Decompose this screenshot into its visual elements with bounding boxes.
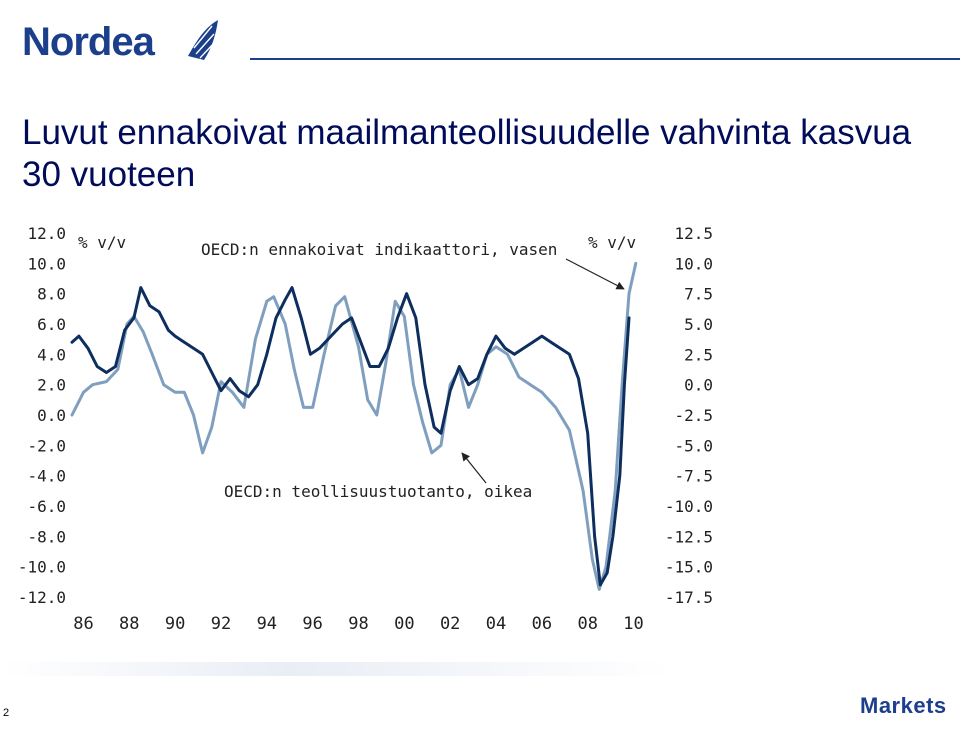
x-tick-label: 02 <box>440 614 460 634</box>
right-tick-label: 12.5 <box>674 224 713 243</box>
right-tick-label: 5.0 <box>684 315 713 334</box>
slide-title: Luvut ennakoivat maailmanteollisuudelle … <box>22 113 912 194</box>
logo-wordmark: Nordea <box>22 20 155 64</box>
x-tick-label: 94 <box>257 614 277 634</box>
header-rule <box>250 58 960 60</box>
right-tick-label: 7.5 <box>684 285 713 304</box>
left-tick-label: 0.0 <box>37 406 66 425</box>
nordea-logo: Nordea <box>22 18 232 66</box>
right-tick-label: -15.0 <box>665 558 713 577</box>
x-tick-label: 96 <box>302 614 322 634</box>
x-tick-label: 86 <box>73 614 93 634</box>
left-tick-label: 2.0 <box>37 376 66 395</box>
right-tick-label: -17.5 <box>665 588 713 607</box>
x-tick-label: 92 <box>211 614 231 634</box>
series-line-leading-indicator <box>70 261 638 591</box>
page-number: 2 <box>3 707 10 719</box>
left-tick-label: 4.0 <box>37 345 66 364</box>
left-tick-label: -10.0 <box>18 558 66 577</box>
x-tick-label: 98 <box>348 614 368 634</box>
left-tick-label: -4.0 <box>27 467 66 486</box>
left-tick-label: 6.0 <box>37 315 66 334</box>
right-axis-unit: % v/v <box>588 233 636 252</box>
right-tick-label: 0.0 <box>684 376 713 395</box>
left-tick-label: -2.0 <box>27 436 66 455</box>
x-tick-label: 90 <box>165 614 185 634</box>
right-tick-label: -12.5 <box>665 527 713 546</box>
annotation-arrow-industrial-production <box>461 452 487 484</box>
x-tick-label: 88 <box>119 614 139 634</box>
right-tick-label: -7.5 <box>674 467 713 486</box>
right-tick-label: 2.5 <box>684 345 713 364</box>
left-tick-label: -12.0 <box>18 588 66 607</box>
right-tick-label: -5.0 <box>674 436 713 455</box>
x-tick-label: 06 <box>532 614 552 634</box>
left-tick-label: 10.0 <box>27 254 66 273</box>
annotation-industrial-production: OECD:n teollisuustuotanto, oikea <box>224 482 532 501</box>
right-tick-label: 10.0 <box>674 254 713 273</box>
left-tick-label: -6.0 <box>27 497 66 516</box>
markets-logo: Markets <box>860 693 947 718</box>
annotation-leading-indicator: OECD:n ennakoivat indikaattori, vasen <box>201 240 557 259</box>
chart: 12.0 10.0 8.0 6.0 4.0 2.0 0.0 -2.0 -4.0 -6.0 -8.0 -… <box>18 224 713 634</box>
left-axis-unit: % v/v <box>78 233 126 252</box>
left-tick-label: -8.0 <box>27 527 66 546</box>
left-tick-label: 8.0 <box>37 285 66 304</box>
right-tick-label: -10.0 <box>665 497 713 516</box>
footer-rule <box>0 662 960 676</box>
x-tick-label: 10 <box>623 614 643 634</box>
annotation-arrow-leading-indicator <box>565 258 625 290</box>
x-tick-label: 04 <box>486 614 506 634</box>
x-tick-label: 08 <box>577 614 597 634</box>
series-line-industrial-production <box>70 286 631 587</box>
left-tick-label: 12.0 <box>27 224 66 243</box>
sail-icon <box>188 20 218 60</box>
x-tick-label: 00 <box>394 614 414 634</box>
right-tick-label: -2.5 <box>674 406 713 425</box>
